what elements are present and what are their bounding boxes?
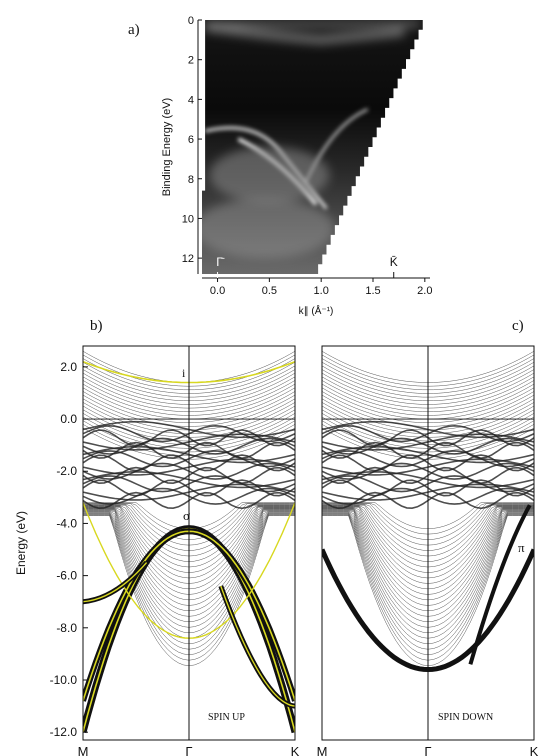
panel-c-label: c) [512, 318, 524, 334]
y-tick-label: -2.0 [56, 464, 77, 478]
panel-a-y-label: Binding Energy (eV) [161, 98, 173, 196]
y-axis-label: Energy (eV) [14, 511, 28, 575]
panel-a-x-tick-label: 1.5 [365, 285, 380, 297]
y-tick-label: -8.0 [56, 621, 77, 635]
panel-b-spin-label: SPIN UP [208, 712, 245, 723]
panel-b-label: b) [90, 318, 103, 334]
panel-a-x-tick-label: 1.0 [314, 285, 329, 297]
x-tick-label: K [530, 744, 539, 756]
panel-c-spin-label: SPIN DOWN [438, 712, 494, 723]
panel-a-y-tick-label: 4 [188, 94, 194, 106]
pi-band-edge [468, 504, 532, 665]
panel-a-y-tick-label: 0 [188, 15, 194, 27]
panel-a-y-tick-label: 12 [182, 253, 194, 265]
arpes-diffuse-glow [209, 146, 330, 203]
x-tick-label: K [291, 744, 300, 756]
panel-a-x-tick-label: 2.0 [417, 285, 432, 297]
panel-a-heatmap: 0 2 4 6 8 10 12 0.0 0.5 1.0 1.5 2.0 Binding Energy (… [161, 15, 432, 317]
fermi-label: EF [299, 413, 300, 427]
x-tick-label: M [78, 744, 89, 756]
y-tick-label: -6.0 [56, 569, 77, 583]
arpes-top-band [204, 22, 405, 44]
panel-a-y-tick-label: 2 [188, 55, 194, 67]
panel-a-x-tick-label: 0.5 [262, 285, 277, 297]
x-tick-label: Γ [185, 744, 192, 756]
y-tick-label: -12.0 [50, 725, 78, 739]
panel-b-i-label: i [182, 366, 186, 380]
panel-b-bandstructure: 2.0 0.0 -2.0 -4.0 -6.0 -8.0 -10.0 -12.0 Energy (… [14, 345, 300, 756]
y-tick-label: 0.0 [60, 412, 77, 426]
edge-band-highlight [220, 585, 295, 707]
panel-a-label: a) [128, 22, 140, 38]
y-tick-label: -10.0 [50, 673, 78, 687]
panel-a-annotation-label: Γ̄ [216, 255, 225, 269]
y-tick-label: -4.0 [56, 516, 77, 530]
arpes-lower-glow [202, 198, 335, 259]
panel-a-annotation-label: K̄ [390, 255, 398, 269]
x-tick-label: M [317, 744, 328, 756]
panel-a-x-label: k∥ (Å⁻¹) [299, 304, 334, 317]
x-tick-label: Γ [424, 744, 431, 756]
panel-a-y-tick-label: 8 [188, 174, 194, 186]
panel-c-pi-label: π [518, 540, 525, 555]
y-tick-label: 2.0 [60, 360, 77, 374]
panel-a-x-tick-label: 0.0 [210, 285, 225, 297]
panel-b-sigma-label: σ [183, 508, 191, 523]
panel-a-y-tick-label: 6 [188, 134, 194, 146]
edge-band-highlight [83, 562, 148, 603]
panel-a-y-tick-label: 10 [182, 213, 194, 225]
